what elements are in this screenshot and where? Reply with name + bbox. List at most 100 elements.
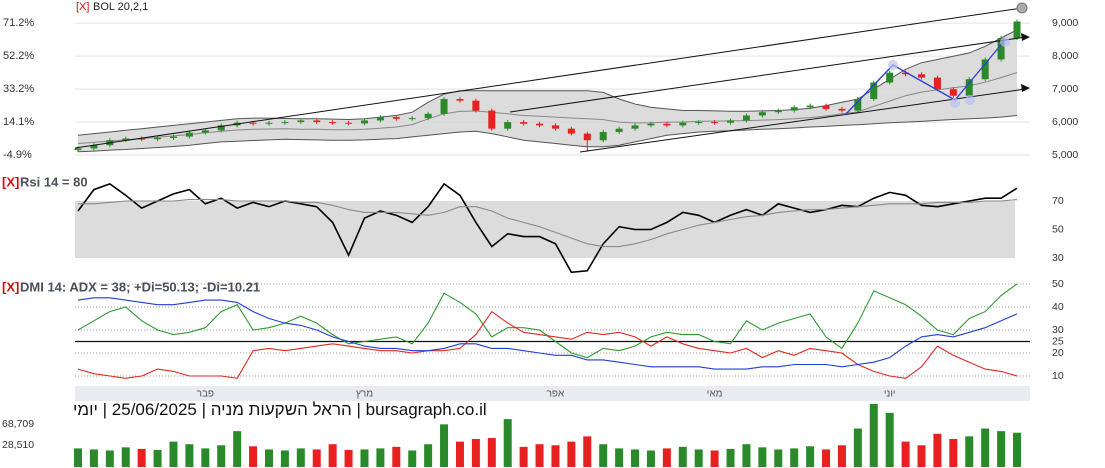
candle-body — [297, 120, 305, 123]
volume-bar — [137, 448, 146, 467]
volume-bar — [296, 448, 305, 467]
volume-bar — [535, 444, 544, 467]
candle-body — [169, 136, 177, 138]
candle-body — [90, 145, 98, 149]
y-tick-label: 9,000 — [1052, 17, 1078, 29]
candle-body — [886, 72, 894, 83]
candle-body — [551, 125, 559, 129]
indicator-close[interactable]: [X] — [76, 1, 89, 13]
candle-body — [392, 117, 400, 119]
candle-body — [424, 113, 432, 119]
drawings — [74, 2, 1030, 153]
pattern-point[interactable] — [1000, 37, 1010, 47]
indicator-close[interactable]: [X] — [2, 279, 19, 294]
indicator-title: BOL 20,2,1 — [93, 1, 148, 13]
volume-bar — [185, 444, 194, 467]
volume-bar — [599, 444, 608, 467]
volume-bar — [742, 444, 751, 467]
series-line — [77, 283, 1018, 359]
candle-body — [472, 100, 480, 111]
volume-bar — [853, 428, 862, 467]
candle-body — [583, 133, 591, 141]
volume-bar — [471, 438, 480, 467]
volume-bar — [567, 441, 576, 467]
volume-bar — [153, 449, 162, 467]
y-tick-label: 5,000 — [1052, 149, 1078, 161]
volume-bar — [201, 448, 210, 467]
band-line — [77, 29, 1018, 136]
candle-body — [74, 148, 82, 151]
pattern-line — [844, 39, 1006, 116]
y-tick-label: 30 — [1052, 252, 1064, 264]
volume-bar — [710, 450, 719, 467]
volume-bar — [392, 446, 401, 467]
candle-body — [313, 120, 321, 123]
candle-body — [615, 128, 623, 132]
month-label: פבר — [197, 389, 214, 400]
trend-line — [509, 36, 1027, 113]
candle-body — [854, 99, 862, 111]
volume-bar — [280, 450, 289, 467]
volume-bar — [806, 446, 815, 467]
candle-body — [536, 123, 544, 126]
volume-bar — [662, 448, 671, 467]
volume-bar — [328, 444, 337, 467]
indicator-close[interactable]: [X] — [2, 174, 19, 189]
volume-bar — [440, 424, 449, 467]
volume-bar — [503, 419, 512, 467]
y-tick-label: 68,709 — [2, 418, 34, 430]
volume-bar — [344, 449, 353, 467]
candle-body — [679, 122, 687, 126]
volume-bar — [583, 436, 592, 467]
volume-bar — [169, 441, 178, 467]
candle-body — [870, 82, 878, 100]
candle-body — [902, 72, 910, 75]
trend-line — [74, 7, 1023, 149]
candle-body — [265, 122, 273, 124]
pattern-point[interactable] — [950, 98, 960, 108]
candle-body — [806, 105, 814, 108]
y2-tick-label: -4.9% — [3, 149, 32, 161]
candle-body — [456, 99, 464, 101]
y-tick-label: 28,510 — [2, 439, 34, 451]
candle-body — [647, 123, 655, 126]
candle-body — [742, 115, 750, 121]
caption: bursagraph.co.il | הראל השקעות מניה | 25… — [73, 400, 487, 419]
handle[interactable] — [1016, 2, 1028, 14]
candle-body — [201, 130, 209, 133]
pattern-point[interactable] — [888, 60, 898, 70]
volume-bar — [837, 445, 846, 467]
y-tick-label: 50 — [1052, 278, 1064, 290]
candle-body — [488, 110, 496, 129]
y-tick-label: 70 — [1052, 195, 1064, 207]
volume-bar — [519, 446, 528, 467]
candle-body — [504, 122, 512, 129]
y-tick-label: 8,000 — [1052, 50, 1078, 62]
y-tick-label: 10 — [1052, 370, 1064, 382]
candle-body — [997, 38, 1005, 60]
candle-body — [965, 79, 973, 96]
y-tick-label: 25 — [1052, 335, 1064, 347]
candle-body — [981, 59, 989, 80]
y-tick-label: 40 — [1052, 301, 1064, 313]
volume-bar — [615, 448, 624, 467]
month-label: מרץ — [356, 389, 373, 400]
candle-body — [918, 74, 926, 78]
indicator-title: DMI 14: ADX = 38; +Di=50.13; -Di=10.21 — [20, 279, 260, 294]
volume-bar — [105, 450, 114, 467]
candle-body — [790, 107, 798, 111]
pattern-point[interactable] — [965, 95, 975, 105]
volume-bar — [408, 450, 417, 467]
series-line — [77, 297, 1018, 370]
volume-bar — [885, 412, 894, 467]
volume-bar — [487, 437, 496, 467]
y2-tick-label: 14.1% — [3, 116, 34, 128]
candle-body — [758, 112, 766, 116]
candle-body — [376, 117, 384, 121]
candle-body — [154, 137, 162, 140]
neutral-band — [75, 201, 1015, 258]
volume-bar — [949, 438, 958, 467]
candle-body — [727, 120, 735, 123]
